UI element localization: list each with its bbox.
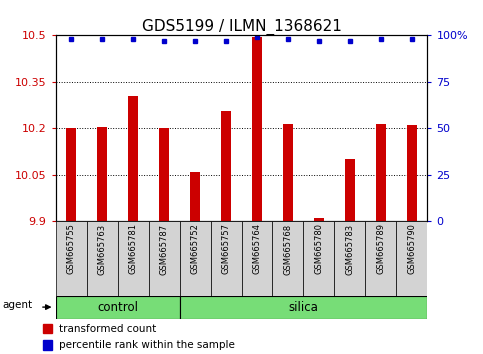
FancyBboxPatch shape <box>334 221 366 296</box>
Text: transformed count: transformed count <box>59 324 156 333</box>
FancyBboxPatch shape <box>397 221 427 296</box>
Text: percentile rank within the sample: percentile rank within the sample <box>59 340 235 350</box>
FancyBboxPatch shape <box>366 221 397 296</box>
Text: GSM665787: GSM665787 <box>159 223 169 275</box>
Text: GSM665780: GSM665780 <box>314 223 324 274</box>
FancyBboxPatch shape <box>86 221 117 296</box>
Bar <box>344 159 355 221</box>
Text: GSM665764: GSM665764 <box>253 223 261 274</box>
FancyBboxPatch shape <box>211 221 242 296</box>
Bar <box>158 129 170 221</box>
Bar <box>313 218 325 221</box>
FancyBboxPatch shape <box>242 221 272 296</box>
Bar <box>252 37 262 221</box>
Title: GDS5199 / ILMN_1368621: GDS5199 / ILMN_1368621 <box>142 19 341 35</box>
FancyBboxPatch shape <box>180 221 211 296</box>
Bar <box>221 111 231 221</box>
FancyBboxPatch shape <box>56 296 180 319</box>
FancyBboxPatch shape <box>117 221 149 296</box>
Bar <box>43 340 52 350</box>
Bar <box>97 127 107 221</box>
FancyBboxPatch shape <box>56 221 86 296</box>
Text: GSM665768: GSM665768 <box>284 223 293 275</box>
Bar <box>376 124 386 221</box>
Text: GSM665755: GSM665755 <box>67 223 75 274</box>
Text: control: control <box>97 301 138 314</box>
FancyBboxPatch shape <box>272 221 303 296</box>
Bar <box>66 129 76 221</box>
FancyBboxPatch shape <box>149 221 180 296</box>
Text: GSM665752: GSM665752 <box>190 223 199 274</box>
Bar <box>128 96 139 221</box>
Text: GSM665763: GSM665763 <box>98 223 107 275</box>
Text: GSM665790: GSM665790 <box>408 223 416 274</box>
Text: GSM665757: GSM665757 <box>222 223 230 274</box>
Bar <box>283 124 293 221</box>
Text: GSM665783: GSM665783 <box>345 223 355 275</box>
FancyBboxPatch shape <box>180 296 427 319</box>
Bar <box>43 324 52 333</box>
Text: silica: silica <box>288 301 318 314</box>
Text: GSM665789: GSM665789 <box>376 223 385 274</box>
Bar <box>190 172 200 221</box>
FancyBboxPatch shape <box>303 221 334 296</box>
Bar <box>407 125 417 221</box>
Text: GSM665781: GSM665781 <box>128 223 138 274</box>
Text: agent: agent <box>3 300 33 310</box>
